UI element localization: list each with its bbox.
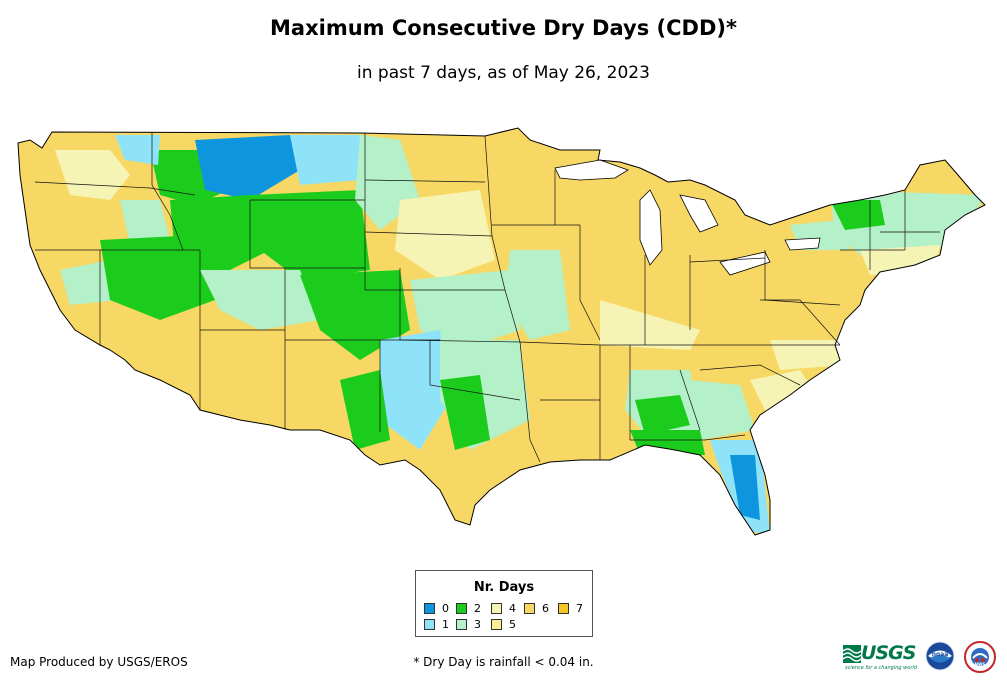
legend-item-6: 6 bbox=[524, 602, 549, 615]
legend: Nr. Days 0 2 4 6 7 1 3 5 bbox=[415, 570, 593, 637]
legend-item-1: 1 bbox=[424, 618, 449, 631]
legend-swatch-2 bbox=[456, 603, 467, 614]
legend-swatch-4 bbox=[491, 603, 502, 614]
legend-title: Nr. Days bbox=[473, 580, 535, 595]
dry-day-footnote: * Dry Day is rainfall < 0.04 in. bbox=[413, 655, 594, 669]
nws-wordmark: NWS bbox=[975, 662, 986, 667]
legend-swatch-0 bbox=[424, 603, 435, 614]
map-subtitle: in past 7 days, as of May 26, 2023 bbox=[357, 63, 650, 83]
nws-logo: NWS bbox=[964, 641, 996, 673]
legend-swatch-3 bbox=[456, 619, 467, 630]
legend-item-3: 3 bbox=[456, 618, 481, 631]
legend-item-0: 0 bbox=[424, 602, 449, 615]
usgs-logo: USGS science for a changing world bbox=[843, 642, 917, 672]
legend-item-4: 4 bbox=[491, 602, 516, 615]
usgs-tagline: science for a changing world bbox=[845, 665, 917, 671]
legend-swatch-1 bbox=[424, 619, 435, 630]
legend-swatch-6 bbox=[524, 603, 535, 614]
map-credit: Map Produced by USGS/EROS bbox=[10, 655, 188, 669]
legend-swatch-5 bbox=[491, 619, 502, 630]
legend-swatch-7 bbox=[558, 603, 569, 614]
legend-item-2: 2 bbox=[456, 602, 481, 615]
noaa-logo: noaa bbox=[925, 641, 955, 671]
legend-item-5: 5 bbox=[491, 618, 516, 631]
map-title: Maximum Consecutive Dry Days (CDD)* bbox=[270, 16, 737, 40]
legend-item-7: 7 bbox=[558, 602, 583, 615]
usgs-wave-icon bbox=[843, 645, 861, 663]
noaa-wordmark: noaa bbox=[932, 651, 949, 658]
usgs-wordmark: USGS bbox=[861, 642, 916, 664]
